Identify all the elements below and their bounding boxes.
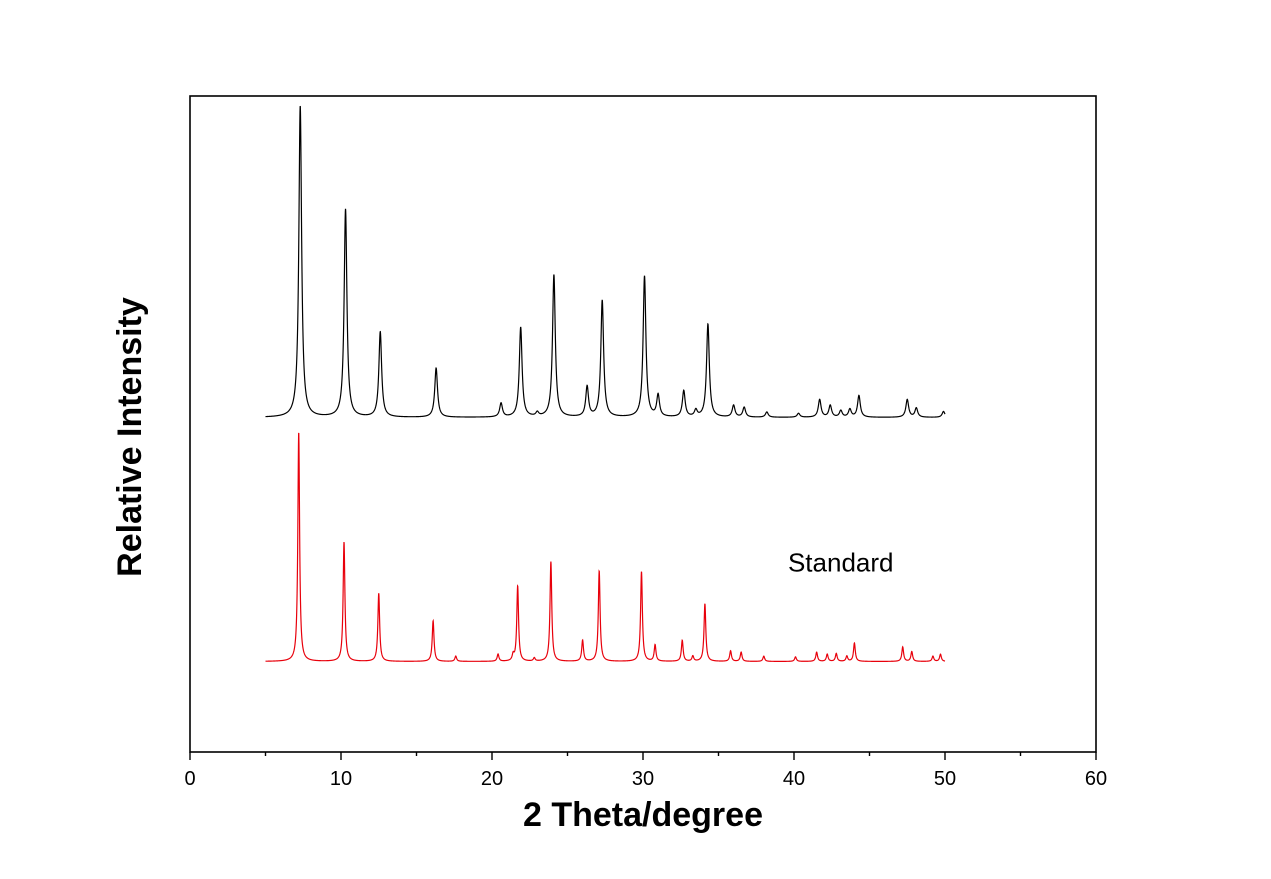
x-tick-label: 30 [632, 768, 654, 790]
x-tick-label: 10 [330, 768, 352, 790]
x-tick-label: 50 [934, 768, 956, 790]
x-axis-title: 2 Theta/degree [523, 796, 763, 834]
series-layer [265, 105, 946, 662]
x-tick-label: 0 [184, 768, 195, 790]
x-tick-label: 40 [783, 768, 805, 790]
x-axis-tick-labels: 0 10 20 30 40 50 60 [184, 768, 1107, 790]
series-line-2 [265, 432, 946, 662]
annotation-standard: Standard [788, 548, 894, 578]
x-tick-label: 60 [1085, 768, 1107, 790]
series-line-1 [265, 105, 946, 418]
plot-frame [189, 95, 1097, 753]
x-tick-label: 20 [481, 768, 503, 790]
x-axis-ticks [189, 752, 1097, 760]
y-axis-title: Relative Intensity [111, 297, 149, 577]
